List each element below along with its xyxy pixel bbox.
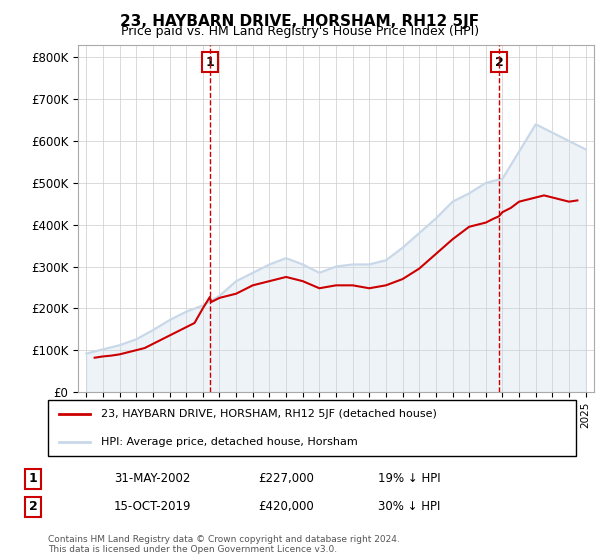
Text: 2: 2 [494,55,503,69]
Text: £227,000: £227,000 [258,472,314,486]
FancyBboxPatch shape [48,400,576,456]
Text: HPI: Average price, detached house, Horsham: HPI: Average price, detached house, Hors… [101,437,358,447]
Text: 19% ↓ HPI: 19% ↓ HPI [378,472,440,486]
Text: 23, HAYBARN DRIVE, HORSHAM, RH12 5JF (detached house): 23, HAYBARN DRIVE, HORSHAM, RH12 5JF (de… [101,409,437,419]
Text: Price paid vs. HM Land Registry's House Price Index (HPI): Price paid vs. HM Land Registry's House … [121,25,479,38]
Text: 1: 1 [29,472,37,486]
Text: 15-OCT-2019: 15-OCT-2019 [114,500,191,514]
Text: 2: 2 [29,500,37,514]
Text: Contains HM Land Registry data © Crown copyright and database right 2024.
This d: Contains HM Land Registry data © Crown c… [48,535,400,554]
Text: 31-MAY-2002: 31-MAY-2002 [114,472,190,486]
Text: 23, HAYBARN DRIVE, HORSHAM, RH12 5JF: 23, HAYBARN DRIVE, HORSHAM, RH12 5JF [121,14,479,29]
Text: £420,000: £420,000 [258,500,314,514]
Text: 30% ↓ HPI: 30% ↓ HPI [378,500,440,514]
Text: 1: 1 [205,55,214,69]
